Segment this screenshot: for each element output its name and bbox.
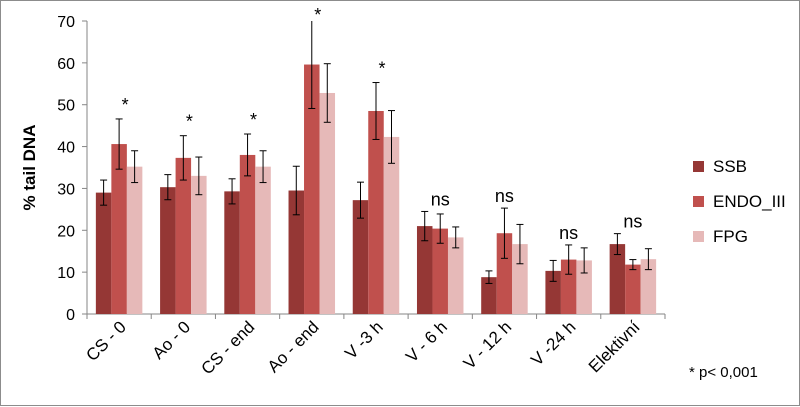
significance-mark: * <box>186 112 193 132</box>
error-bars <box>100 21 652 284</box>
bar-ssb <box>481 277 497 314</box>
significance-mark: * <box>250 110 257 130</box>
category-label: Ao - end <box>264 317 323 376</box>
y-tick-label: 70 <box>57 14 75 31</box>
bar-fpg <box>383 136 400 314</box>
bar-ssb <box>224 191 240 314</box>
bar-fpg <box>576 260 592 314</box>
significance-mark: ns <box>623 212 642 232</box>
legend-swatch <box>693 231 704 242</box>
y-tick-label: 10 <box>57 265 75 282</box>
footnote: * p< 0,001 <box>689 364 758 381</box>
bar-fpg <box>512 244 528 314</box>
legend-label: SSB <box>713 157 747 176</box>
bar-ssb <box>352 200 369 314</box>
y-tick-label: 60 <box>57 56 75 73</box>
significance-mark: ns <box>559 223 578 243</box>
category-label: V -24 h <box>527 317 579 369</box>
category-label: V - 12 h <box>460 317 516 373</box>
bar-endo_iii <box>496 233 513 314</box>
category-label: V -3 h <box>341 317 387 363</box>
tick-labels: 0 10 20 30 40 50 60 70 <box>57 14 75 324</box>
category-label: CS - end <box>198 317 259 378</box>
bar-endo_iii <box>239 154 256 314</box>
bar-fpg <box>255 166 271 314</box>
legend-label: FPG <box>713 227 748 246</box>
legend-swatch <box>693 196 704 207</box>
bars <box>95 64 657 314</box>
bar-fpg <box>319 92 336 314</box>
bar-endo_iii <box>304 64 320 314</box>
y-tick-label: 20 <box>57 223 75 240</box>
bar-endo_iii <box>111 144 127 314</box>
y-tick-label: 40 <box>57 140 75 157</box>
bar-fpg <box>126 166 143 314</box>
significance-mark: ns <box>431 189 450 209</box>
significance-mark: ns <box>495 186 514 206</box>
bar-ssb <box>160 187 176 314</box>
significance-mark: * <box>314 5 321 25</box>
bar-endo_iii <box>175 157 192 314</box>
bar-ssb <box>545 270 561 314</box>
bar-fpg <box>191 175 207 314</box>
y-axis-title: % tail DNA <box>20 125 39 211</box>
bar-endo_iii <box>625 264 641 314</box>
bar-fpg <box>640 259 657 314</box>
bar-endo_iii <box>368 110 384 314</box>
bar-ssb <box>416 226 433 314</box>
category-label: Elektivní <box>585 317 644 376</box>
bar-endo_iii <box>432 228 448 314</box>
category-labels: CS - 0 Ao - 0 CS - end Ao - end V -3 h V - 6 … <box>82 317 643 378</box>
legend-swatch <box>693 161 704 172</box>
bar-fpg <box>447 237 464 314</box>
significance-labels: * * * * * ns ns ns ns <box>122 5 643 243</box>
y-tick-label: 30 <box>57 181 75 198</box>
bar-ssb <box>288 190 305 314</box>
bar-endo_iii <box>560 259 577 314</box>
bar-ssb <box>609 244 626 314</box>
legend: SSB ENDO_III FPG <box>693 157 786 246</box>
significance-mark: * <box>378 59 385 79</box>
bar-ssb <box>95 192 112 314</box>
category-label: Ao - 0 <box>149 317 195 363</box>
y-tick-label: 0 <box>66 307 75 324</box>
y-tick-label: 50 <box>57 98 75 115</box>
legend-label: ENDO_III <box>713 192 786 211</box>
category-label: V - 6 h <box>402 317 451 366</box>
category-label: CS - 0 <box>82 317 130 365</box>
significance-mark: * <box>122 95 129 115</box>
